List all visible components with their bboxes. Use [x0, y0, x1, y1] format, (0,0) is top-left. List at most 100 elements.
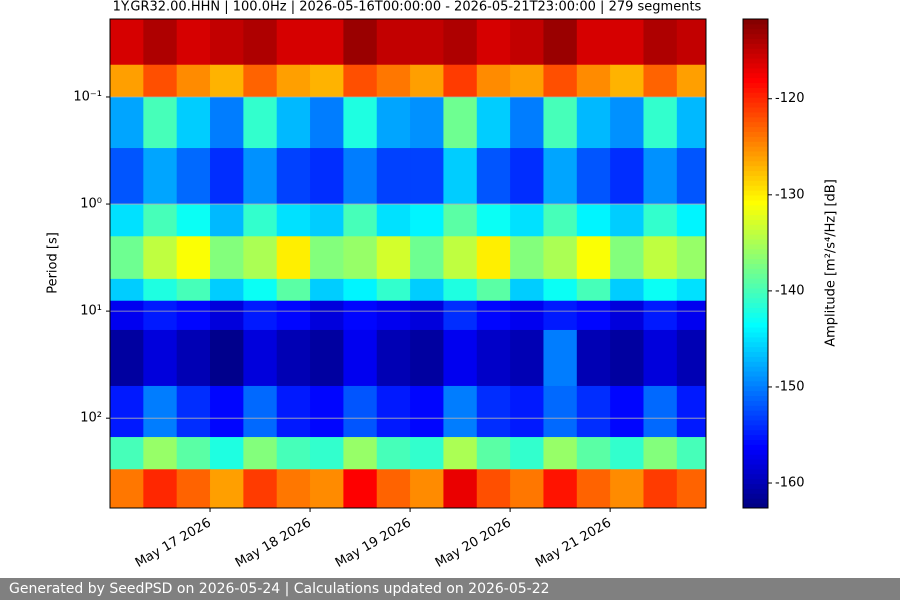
heat-cell [310, 300, 344, 331]
colorbar-step [743, 273, 768, 279]
heat-cell [310, 236, 344, 280]
colorbar-step [743, 67, 768, 74]
heat-cell [476, 96, 511, 149]
heat-cell [210, 437, 244, 470]
heat-cell [210, 204, 244, 237]
heat-cell [343, 236, 378, 280]
x-tick-label: May 19 2026 [333, 516, 414, 571]
heat-cell [143, 278, 178, 302]
colorbar-step [743, 155, 768, 162]
heat-cell [643, 148, 678, 205]
heat-cell [576, 385, 611, 438]
heat-cell [376, 278, 411, 302]
heat-cell [110, 469, 144, 509]
heat-cell [410, 204, 444, 237]
heat-cell [543, 96, 578, 149]
colorbar-tick-label: -140 [775, 283, 805, 298]
heat-cell [176, 469, 211, 509]
heat-cell [343, 469, 378, 509]
heat-cell [176, 236, 211, 280]
heat-cell [176, 300, 211, 331]
colorbar-step [743, 341, 768, 348]
colorbar-step [743, 327, 768, 333]
heat-cell [243, 437, 278, 470]
colorbar-step [743, 253, 768, 260]
heat-cell [210, 236, 244, 280]
heat-cell [410, 19, 444, 66]
heat-cell [476, 300, 511, 331]
heat-cell [643, 300, 678, 331]
heat-cell [510, 437, 544, 470]
colorbar-step [743, 111, 768, 118]
heat-cell [276, 236, 311, 280]
heat-cell [676, 469, 707, 509]
heat-cell [443, 204, 478, 237]
heat-cell [643, 469, 678, 509]
colorbar-step [743, 58, 768, 64]
heat-cell [576, 437, 611, 470]
colorbar-step [743, 405, 768, 411]
heat-cell [110, 148, 144, 205]
heat-cell [343, 385, 378, 438]
heat-cell [176, 385, 211, 438]
heat-cell [176, 329, 211, 387]
heat-cell [176, 437, 211, 470]
x-tick-label: May 21 2026 [533, 516, 614, 571]
y-tick-label: 10⁻¹ [73, 89, 102, 104]
heat-cell [343, 148, 378, 205]
colorbar-step [743, 175, 768, 181]
heat-cell [543, 204, 578, 237]
heat-cell [176, 96, 211, 149]
y-tick-label: 10¹ [80, 304, 102, 319]
heat-cell [376, 96, 411, 149]
heat-cell [443, 64, 478, 98]
colorbar-step [743, 204, 768, 211]
colorbar-tick-label: -150 [775, 379, 805, 394]
heat-cell [510, 469, 544, 509]
colorbar-step [743, 278, 768, 284]
colorbar-step [743, 87, 768, 93]
heat-cell [210, 19, 244, 66]
heat-cell [676, 300, 707, 331]
heat-cell [443, 469, 478, 509]
colorbar-step [743, 102, 768, 108]
heat-cell [143, 437, 178, 470]
colorbar-step [743, 307, 768, 313]
heat-cell [410, 236, 444, 280]
heat-cell [276, 19, 311, 66]
heat-cell [543, 236, 578, 280]
colorbar-step [743, 302, 768, 309]
heat-cell [210, 148, 244, 205]
colorbar-step [743, 77, 768, 84]
heat-cell [576, 469, 611, 509]
heat-cell [276, 329, 311, 387]
colorbar-step [743, 63, 768, 69]
colorbar-step [743, 72, 768, 79]
heat-cell [410, 329, 444, 387]
colorbar-step [743, 385, 768, 392]
heat-cell [476, 385, 511, 438]
heat-cell [110, 437, 144, 470]
heat-cell [210, 329, 244, 387]
heat-cell [543, 148, 578, 205]
colorbar-step [743, 287, 768, 294]
heat-cell [610, 148, 644, 205]
colorbar-step [743, 23, 768, 30]
colorbar-step [743, 190, 768, 196]
heat-cell [310, 437, 344, 470]
colorbar-step [743, 141, 768, 147]
heat-cell [443, 96, 478, 149]
heat-cell [110, 204, 144, 237]
heat-cell [243, 236, 278, 280]
colorbar-step [743, 297, 768, 304]
colorbar-step [743, 483, 768, 489]
colorbar-step [743, 439, 768, 445]
heat-cell [610, 19, 644, 66]
colorbar-step [743, 53, 768, 59]
colorbar-step [743, 136, 768, 142]
heat-cell [510, 148, 544, 205]
heat-cell [543, 64, 578, 98]
heat-cell [510, 329, 544, 387]
heat-cell [210, 278, 244, 302]
